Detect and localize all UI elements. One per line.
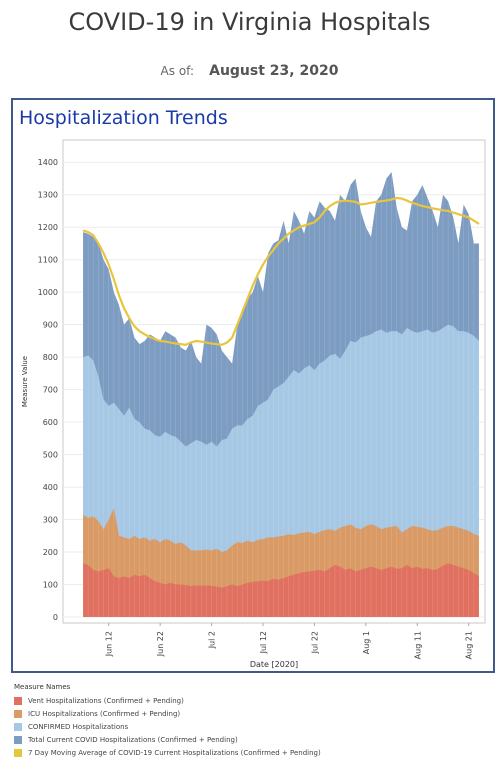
as-of-label: As of: <box>160 64 195 78</box>
y-tick-label: 100 <box>43 581 58 590</box>
x-tick-label: Jul 2 <box>208 631 217 649</box>
legend-label: Vent Hospitalizations (Confirmed + Pendi… <box>28 696 184 705</box>
y-tick-label: 1100 <box>38 256 58 265</box>
x-tick-label: Aug 1 <box>362 631 371 654</box>
y-tick-label: 200 <box>43 548 58 557</box>
y-axis-title: Measure Value <box>21 356 29 407</box>
x-tick-label: Jul 22 <box>310 631 319 654</box>
x-tick-label: Jun 22 <box>156 631 165 657</box>
y-tick-label: 800 <box>43 353 58 362</box>
y-tick-label: 600 <box>43 418 58 427</box>
x-tick-label: Jun 12 <box>105 631 114 657</box>
y-tick-label: 900 <box>43 321 58 330</box>
hospitalization-chart: 0 100 200 300 400 500 600 700 800 900 1000 1100 1200… <box>21 139 486 669</box>
as-of-row: As of: August 23, 2020 <box>0 60 499 79</box>
area-series-0 <box>83 563 479 617</box>
legend-item[interactable]: 7 Day Moving Average of COVID-19 Current… <box>14 746 494 759</box>
legend-label: CONFIRMED Hospitalizations <box>28 722 129 731</box>
x-tick-label: Jul 12 <box>259 631 268 654</box>
legend-item[interactable]: ICU Hospitalizations (Confirmed + Pendin… <box>14 707 494 720</box>
hospitalization-trends-panel: Hospitalization Trends 0 100 200 300 400 500 6… <box>11 98 495 673</box>
as-of-date: August 23, 2020 <box>209 63 339 79</box>
y-tick-label: 1000 <box>38 288 58 297</box>
legend-swatch <box>14 696 22 705</box>
legend-swatch <box>14 735 22 744</box>
legend-item[interactable]: CONFIRMED Hospitalizations <box>14 720 494 733</box>
legend-items: Vent Hospitalizations (Confirmed + Pendi… <box>14 694 494 759</box>
legend: Measure Names Vent Hospitalizations (Con… <box>14 683 494 759</box>
legend-swatch <box>14 722 22 731</box>
y-tick-label: 1300 <box>38 191 58 200</box>
legend-label: 7 Day Moving Average of COVID-19 Current… <box>28 748 321 757</box>
y-tick-label: 700 <box>43 386 58 395</box>
legend-label: ICU Hospitalizations (Confirmed + Pendin… <box>28 709 181 718</box>
y-tick-label: 300 <box>43 516 58 525</box>
y-tick-label: 1400 <box>38 158 58 167</box>
legend-label: Total Current COVID Hospitalizations (Co… <box>28 735 238 744</box>
x-tick-label: Aug 11 <box>413 631 422 659</box>
x-tick-label: Aug 21 <box>465 631 474 659</box>
legend-swatch <box>14 709 22 718</box>
moving-average-line <box>82 196 480 346</box>
x-axis-title: Date [2020] <box>250 660 298 669</box>
panel-title: Hospitalization Trends <box>19 107 228 129</box>
page-title: COVID-19 in Virginia Hospitals <box>68 8 431 36</box>
legend-swatch <box>14 748 22 757</box>
y-tick-label: 0 <box>53 613 58 622</box>
y-tick-label: 500 <box>43 451 58 460</box>
legend-item[interactable]: Vent Hospitalizations (Confirmed + Pendi… <box>14 694 494 707</box>
y-tick-label: 400 <box>43 483 58 492</box>
legend-title: Measure Names <box>14 683 71 691</box>
legend-item[interactable]: Total Current COVID Hospitalizations (Co… <box>14 733 494 746</box>
y-tick-label: 1200 <box>38 223 58 232</box>
